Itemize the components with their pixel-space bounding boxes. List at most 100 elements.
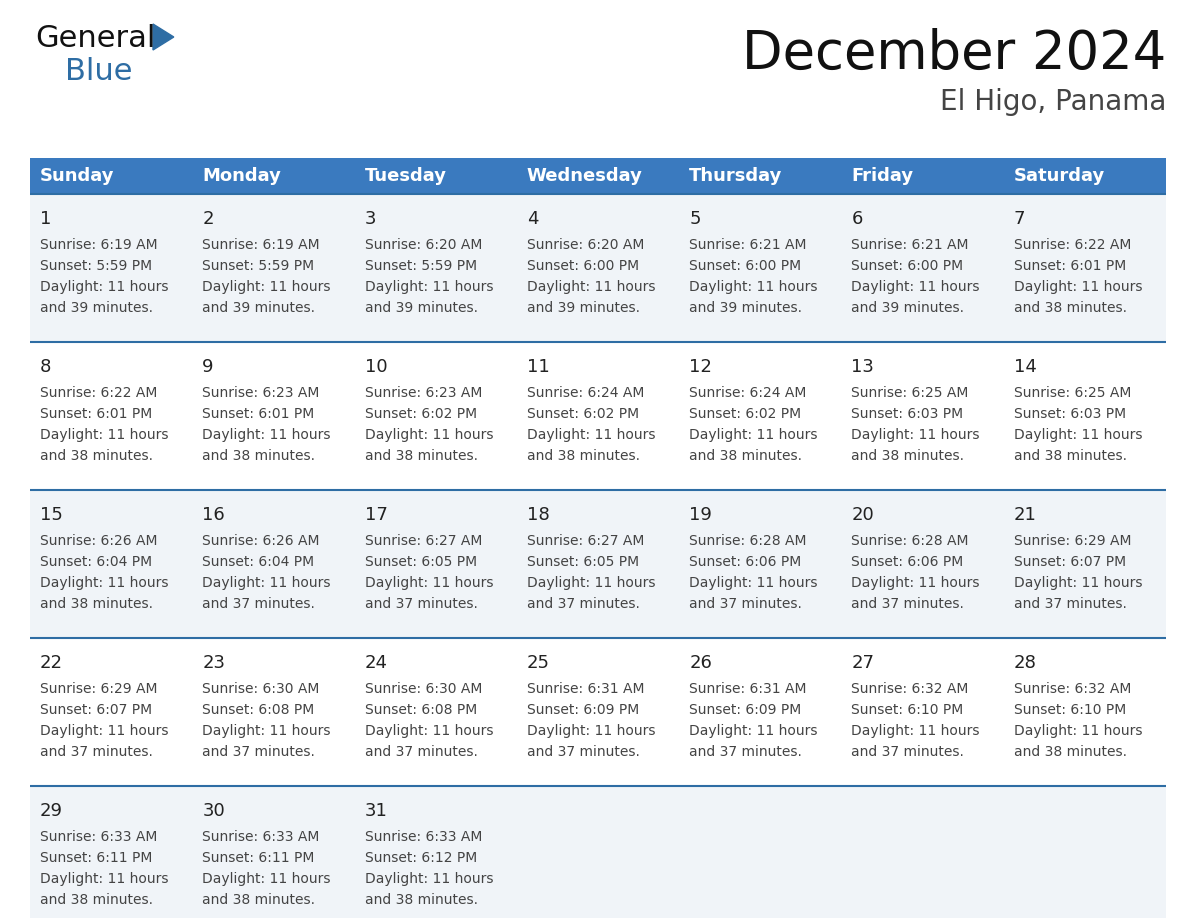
Text: Sunrise: 6:24 AM: Sunrise: 6:24 AM [526,386,644,400]
Text: Sunset: 6:04 PM: Sunset: 6:04 PM [202,555,315,569]
Text: 4: 4 [526,210,538,228]
Text: 20: 20 [852,506,874,524]
Text: and 38 minutes.: and 38 minutes. [202,893,315,907]
Text: and 37 minutes.: and 37 minutes. [202,745,315,759]
Text: Thursday: Thursday [689,167,783,185]
Text: 29: 29 [40,802,63,820]
Text: Daylight: 11 hours: Daylight: 11 hours [202,724,330,738]
Text: 8: 8 [40,358,51,376]
Text: Sunset: 6:09 PM: Sunset: 6:09 PM [689,703,802,717]
Text: and 39 minutes.: and 39 minutes. [852,301,965,315]
Text: Daylight: 11 hours: Daylight: 11 hours [1013,280,1142,294]
Text: and 37 minutes.: and 37 minutes. [365,597,478,611]
Text: 13: 13 [852,358,874,376]
Text: and 37 minutes.: and 37 minutes. [526,745,639,759]
Text: Sunset: 5:59 PM: Sunset: 5:59 PM [40,259,152,273]
Text: Daylight: 11 hours: Daylight: 11 hours [526,576,656,590]
Text: and 37 minutes.: and 37 minutes. [526,597,639,611]
Text: 15: 15 [40,506,63,524]
Bar [30,158,1165,194]
Text: Sunrise: 6:21 AM: Sunrise: 6:21 AM [689,238,807,252]
Text: Daylight: 11 hours: Daylight: 11 hours [689,428,817,442]
Text: and 39 minutes.: and 39 minutes. [40,301,153,315]
Text: General: General [34,24,156,53]
Text: and 39 minutes.: and 39 minutes. [202,301,315,315]
Text: Daylight: 11 hours: Daylight: 11 hours [365,576,493,590]
Text: and 38 minutes.: and 38 minutes. [689,449,802,463]
Text: Sunrise: 6:23 AM: Sunrise: 6:23 AM [202,386,320,400]
Text: Sunset: 6:05 PM: Sunset: 6:05 PM [526,555,639,569]
Text: Daylight: 11 hours: Daylight: 11 hours [40,872,169,886]
Text: Sunrise: 6:19 AM: Sunrise: 6:19 AM [202,238,320,252]
Text: 24: 24 [365,654,387,672]
Text: Tuesday: Tuesday [365,167,447,185]
Text: Sunset: 6:06 PM: Sunset: 6:06 PM [852,555,963,569]
Text: 30: 30 [202,802,225,820]
Text: Sunset: 5:59 PM: Sunset: 5:59 PM [202,259,315,273]
Text: Sunrise: 6:23 AM: Sunrise: 6:23 AM [365,386,482,400]
Text: Sunrise: 6:25 AM: Sunrise: 6:25 AM [852,386,968,400]
Text: Sunset: 6:01 PM: Sunset: 6:01 PM [1013,259,1126,273]
Text: Sunrise: 6:30 AM: Sunrise: 6:30 AM [202,682,320,696]
Text: Sunrise: 6:31 AM: Sunrise: 6:31 AM [526,682,644,696]
Text: Sunday: Sunday [40,167,114,185]
Text: Sunset: 6:04 PM: Sunset: 6:04 PM [40,555,152,569]
Text: Sunset: 6:10 PM: Sunset: 6:10 PM [852,703,963,717]
Text: and 38 minutes.: and 38 minutes. [40,893,153,907]
Text: Sunset: 5:59 PM: Sunset: 5:59 PM [365,259,476,273]
Text: Sunrise: 6:25 AM: Sunrise: 6:25 AM [1013,386,1131,400]
Text: and 37 minutes.: and 37 minutes. [852,597,965,611]
Bar [30,342,1165,490]
Text: and 37 minutes.: and 37 minutes. [689,745,802,759]
Text: Sunset: 6:01 PM: Sunset: 6:01 PM [202,407,315,421]
Text: Daylight: 11 hours: Daylight: 11 hours [1013,428,1142,442]
Text: Daylight: 11 hours: Daylight: 11 hours [40,428,169,442]
Text: and 37 minutes.: and 37 minutes. [689,597,802,611]
Text: Sunrise: 6:21 AM: Sunrise: 6:21 AM [852,238,969,252]
Bar [30,638,1165,786]
Text: Daylight: 11 hours: Daylight: 11 hours [1013,576,1142,590]
Text: and 38 minutes.: and 38 minutes. [1013,449,1126,463]
Text: Sunset: 6:09 PM: Sunset: 6:09 PM [526,703,639,717]
Text: and 38 minutes.: and 38 minutes. [202,449,315,463]
Text: Daylight: 11 hours: Daylight: 11 hours [689,724,817,738]
Text: Sunrise: 6:22 AM: Sunrise: 6:22 AM [40,386,157,400]
Text: and 38 minutes.: and 38 minutes. [365,893,478,907]
Text: Daylight: 11 hours: Daylight: 11 hours [526,428,656,442]
Text: and 38 minutes.: and 38 minutes. [40,449,153,463]
Text: Daylight: 11 hours: Daylight: 11 hours [365,428,493,442]
Bar [30,194,1165,342]
Text: 6: 6 [852,210,862,228]
Text: and 37 minutes.: and 37 minutes. [365,745,478,759]
Text: and 38 minutes.: and 38 minutes. [852,449,965,463]
Text: Daylight: 11 hours: Daylight: 11 hours [852,428,980,442]
Text: Sunset: 6:08 PM: Sunset: 6:08 PM [202,703,315,717]
Text: and 38 minutes.: and 38 minutes. [365,449,478,463]
Text: Sunrise: 6:27 AM: Sunrise: 6:27 AM [365,534,482,548]
Text: and 37 minutes.: and 37 minutes. [852,745,965,759]
Text: Sunrise: 6:24 AM: Sunrise: 6:24 AM [689,386,807,400]
Text: 1: 1 [40,210,51,228]
Text: Daylight: 11 hours: Daylight: 11 hours [40,280,169,294]
Text: 22: 22 [40,654,63,672]
Text: Sunrise: 6:32 AM: Sunrise: 6:32 AM [1013,682,1131,696]
Text: Sunrise: 6:20 AM: Sunrise: 6:20 AM [526,238,644,252]
Text: El Higo, Panama: El Higo, Panama [940,88,1165,116]
Text: Sunset: 6:07 PM: Sunset: 6:07 PM [40,703,152,717]
Text: 14: 14 [1013,358,1037,376]
Text: Sunrise: 6:33 AM: Sunrise: 6:33 AM [202,830,320,844]
Text: and 37 minutes.: and 37 minutes. [40,745,153,759]
Text: and 39 minutes.: and 39 minutes. [365,301,478,315]
Text: 18: 18 [526,506,550,524]
Text: Friday: Friday [852,167,914,185]
Text: Sunset: 6:00 PM: Sunset: 6:00 PM [852,259,963,273]
Text: and 38 minutes.: and 38 minutes. [526,449,640,463]
Text: Sunset: 6:03 PM: Sunset: 6:03 PM [1013,407,1126,421]
Bar [30,490,1165,638]
Text: and 38 minutes.: and 38 minutes. [1013,301,1126,315]
Text: Sunset: 6:05 PM: Sunset: 6:05 PM [365,555,476,569]
Text: Daylight: 11 hours: Daylight: 11 hours [1013,724,1142,738]
Text: Sunset: 6:03 PM: Sunset: 6:03 PM [852,407,963,421]
Text: 3: 3 [365,210,377,228]
Text: Daylight: 11 hours: Daylight: 11 hours [852,280,980,294]
